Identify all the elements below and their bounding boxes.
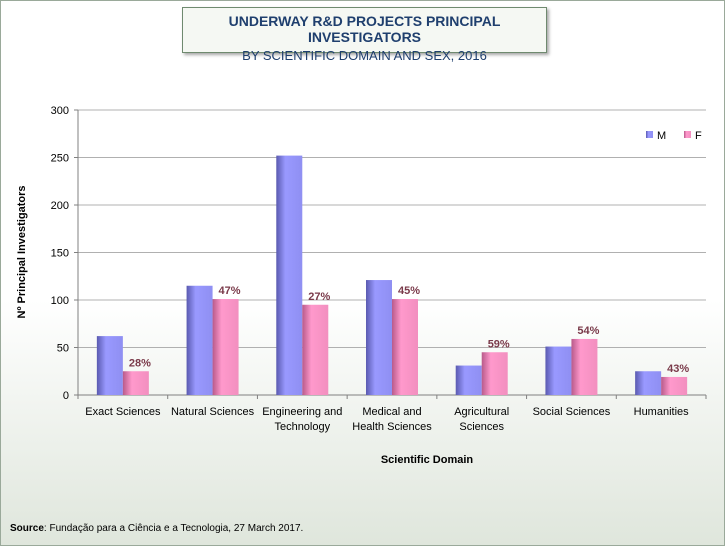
x-axis-title: Scientific Domain <box>381 454 474 466</box>
y-tick-label: 0 <box>63 390 69 402</box>
y-axis-title: Nº Principal Investigators <box>16 186 28 319</box>
y-tick-label: 250 <box>51 153 69 165</box>
bar-f <box>571 338 598 395</box>
x-tick-label: Natural Sciences <box>171 406 255 418</box>
legend-label-m: M <box>657 130 666 142</box>
bar-m <box>276 155 303 395</box>
data-label-pct: 59% <box>488 338 510 350</box>
legend-swatch-m <box>646 131 653 138</box>
y-tick-label: 150 <box>51 248 69 260</box>
bar-f <box>392 299 418 395</box>
source-note: Source: Fundação para a Ciência e a Tecn… <box>10 523 303 534</box>
bar-m <box>635 371 662 395</box>
bar-f <box>661 376 688 395</box>
chart-title: UNDERWAY R&D PROJECTS PRINCIPAL INVESTIG… <box>228 13 501 45</box>
bar-m <box>96 336 123 395</box>
data-label-pct: 47% <box>219 285 241 297</box>
bar-m <box>455 365 482 395</box>
legend-label-f: F <box>695 130 702 142</box>
data-label-pct: 45% <box>398 285 420 297</box>
legend-swatch-f <box>684 131 691 138</box>
bar-f <box>212 299 239 395</box>
data-label-pct: 28% <box>129 357 151 369</box>
y-tick-label: 100 <box>51 295 69 307</box>
x-tick-label: Exact Sciences <box>85 406 161 418</box>
x-tick-label: Engineering and <box>262 406 342 418</box>
x-tick-label: Sciences <box>459 421 504 433</box>
x-tick-label: Social Sciences <box>533 406 611 418</box>
x-tick-label: Agricultural <box>454 406 509 418</box>
x-tick-label: Medical and <box>362 406 421 418</box>
x-tick-label: Technology <box>274 421 330 433</box>
y-tick-label: 200 <box>51 200 69 212</box>
y-tick-label: 50 <box>57 343 69 355</box>
data-label-pct: 54% <box>577 325 599 337</box>
chart-title-box: UNDERWAY R&D PROJECTS PRINCIPAL INVESTIG… <box>182 7 547 63</box>
data-label-pct: 43% <box>667 363 689 375</box>
bar-f <box>481 352 508 395</box>
bar-f <box>122 371 149 395</box>
bar-m <box>366 280 392 395</box>
source-label: Source <box>10 523 44 534</box>
bar-f <box>302 304 329 395</box>
y-tick-label: 300 <box>51 105 69 117</box>
bar-m <box>186 285 213 395</box>
data-label-pct: 27% <box>308 291 330 303</box>
x-tick-label: Health Sciences <box>352 421 432 433</box>
x-tick-label: Humanities <box>634 406 690 418</box>
bar-m <box>545 346 572 395</box>
chart-subtitle: BY SCIENTIFIC DOMAIN AND SEX, 2016 <box>242 48 487 63</box>
source-text: : Fundação para a Ciência e a Tecnologia… <box>43 523 304 534</box>
